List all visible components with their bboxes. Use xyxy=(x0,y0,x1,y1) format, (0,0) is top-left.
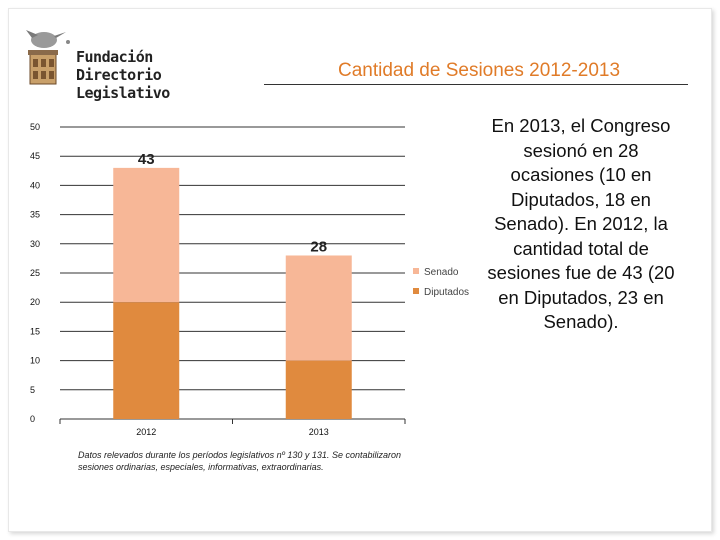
logo: Fundación Directorio Legislativo xyxy=(24,26,254,102)
y-tick-label: 40 xyxy=(30,180,40,190)
legend-label-senado: Senado xyxy=(424,267,459,278)
bar-diputados-2012 xyxy=(113,302,180,419)
legend-swatch-diputados xyxy=(413,288,419,294)
logo-text-line2: Directorio Legislativo xyxy=(76,66,170,102)
y-tick-label: 35 xyxy=(30,210,40,220)
y-tick-label: 20 xyxy=(30,297,40,307)
bar-senado-2013 xyxy=(285,255,352,361)
title-divider xyxy=(264,84,688,85)
logo-emblem-icon xyxy=(26,30,70,85)
chart-title: Cantidad de Sesiones 2012-2013 xyxy=(337,60,621,81)
y-tick-label: 30 xyxy=(30,239,40,249)
y-tick-label: 0 xyxy=(30,414,35,424)
logo-text-line1: Fundación xyxy=(76,48,153,66)
y-tick-label: 15 xyxy=(30,326,40,336)
legend-swatch-senado xyxy=(413,268,419,274)
data-label-total: 43 xyxy=(138,151,155,168)
y-tick-label: 10 xyxy=(30,356,40,366)
legend-label-diputados: Diputados xyxy=(424,287,469,298)
bar-diputados-2013 xyxy=(285,360,352,419)
footnote: Datos relevados durante los períodos leg… xyxy=(78,450,401,472)
y-tick-label: 25 xyxy=(30,268,40,278)
y-tick-label: 5 xyxy=(30,385,35,395)
x-category-label: 2013 xyxy=(309,427,329,437)
data-label-total: 28 xyxy=(310,238,327,255)
y-tick-label: 50 xyxy=(30,122,40,132)
x-category-label: 2012 xyxy=(136,427,156,437)
bar-senado-2012 xyxy=(113,167,180,303)
y-tick-label: 45 xyxy=(30,151,40,161)
summary-text: En 2013, el Congreso sesionó en 28 ocasi… xyxy=(487,115,675,332)
